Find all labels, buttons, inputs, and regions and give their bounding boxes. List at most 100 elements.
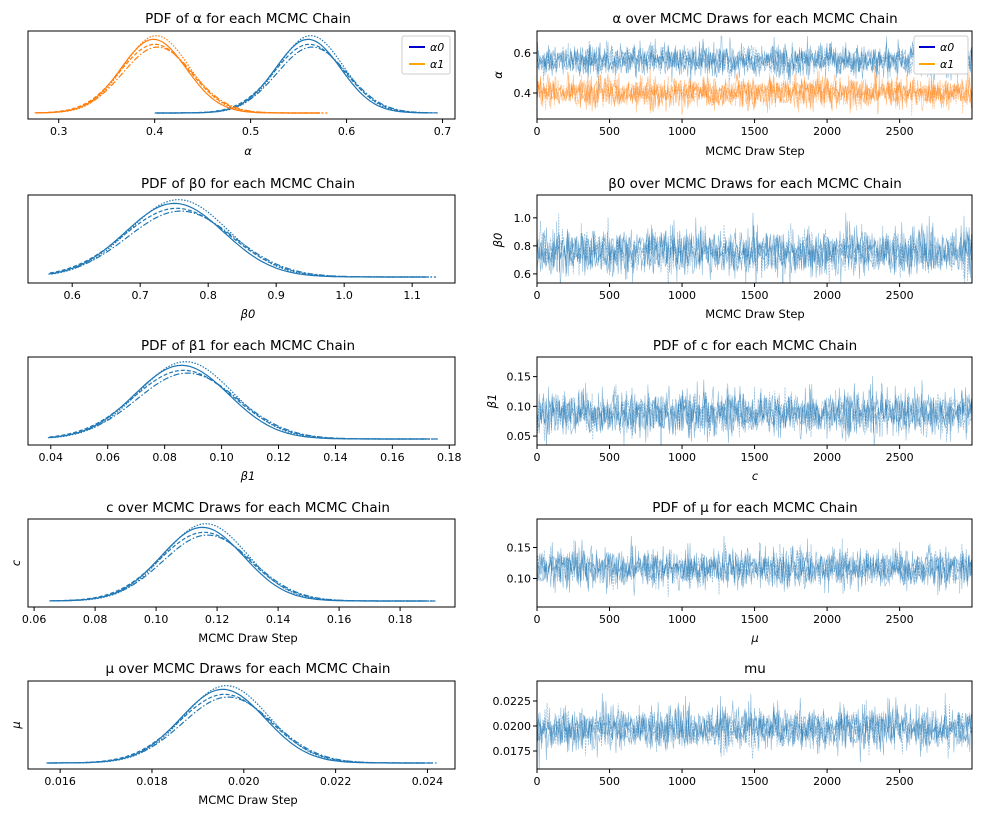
x-tick-label: 1500 [741,613,769,626]
y-tick-label: 0.15 [507,371,532,384]
density-curve-μ-chain-2 [49,685,433,764]
x-tick-label: 0.016 [44,775,76,788]
density-curve-μ-chain-0 [46,688,425,764]
x-tick-label: 0.06 [22,613,47,626]
panel-title: mu [744,661,766,677]
x-tick-label: 2500 [886,289,914,302]
x-tick-label: 0 [534,613,541,626]
panel-title: PDF of β1 for each MCMC Chain [141,338,355,354]
axes-frame [27,30,456,120]
x-tick-label: 0.3 [50,125,68,138]
x-tick-label: 0.12 [205,613,230,626]
density-curve-c-chain-2 [52,523,433,602]
x-tick-label: 0.6 [63,289,81,302]
density-curve-β0-chain-1 [49,207,429,278]
legend: α0 α1 [913,35,969,75]
y-tick-label: 0.15 [507,542,532,555]
x-tick-label: 0.018 [136,775,168,788]
panel-mu-trace-1: PDF of μ for each MCMC Chain 0.10 0.15 0 50… [507,500,973,645]
density-curve-β1-chain-2 [50,361,434,440]
x-tick-label: 1000 [668,125,696,138]
x-tick-label: 0.16 [327,613,352,626]
density-curve-μ-chain-1 [47,693,429,764]
x-tick-label: 1000 [668,613,696,626]
trace-line-β1-chain-3 [537,385,972,445]
x-tick-label: 2500 [886,125,914,138]
x-tick-label: 1000 [668,775,696,788]
y-tick-label: 0.6 [514,268,532,281]
x-tick-label: 2000 [813,775,841,788]
trace-line-μ-chain-3 [537,695,972,761]
density-curve-α1-chain-3 [38,46,328,114]
y-tick-label: 0.10 [507,572,532,585]
trace-line-μ-chain-0 [537,693,972,769]
density-curve-c-chain-1 [50,531,429,602]
x-axis-label: MCMC Draw Step [198,631,297,645]
x-axis-label: c [752,469,759,483]
x-axis-label: β1 [240,469,256,483]
x-tick-label: 1500 [741,289,769,302]
trace-line-μ-chain-2 [537,693,972,755]
x-tick-label: 0.024 [412,775,444,788]
panel-beta0-pdf: PDF of β0 for each MCMC Chain 0.6 0.7 0.8 0… [27,176,456,321]
density-curve-β1-chain-0 [47,364,427,440]
x-tick-label: 0.022 [320,775,352,788]
legend-label-alpha1: α1 [940,58,954,71]
x-tick-label: 1.1 [403,289,421,302]
legend-label-alpha0: α0 [940,41,954,54]
density-curve-α0-chain-0 [154,38,430,114]
x-tick-label: 0 [534,125,541,138]
x-tick-label: 0 [534,775,541,788]
trace-line-α0-chain-3 [537,37,972,86]
panel-beta0-trace: β0 over MCMC Draws for each MCMC Chain 0… [491,176,973,321]
x-tick-label: 0.14 [323,451,348,464]
x-tick-label: 0.08 [152,451,177,464]
x-tick-label: 500 [599,613,620,626]
x-tick-label: 0.6 [338,125,356,138]
trace-line-β1-chain-1 [537,384,972,443]
x-tick-label: 0.020 [228,775,260,788]
x-tick-label: 0.18 [388,613,413,626]
x-axis-label: β0 [240,307,256,321]
legend: α0 α1 [401,35,451,75]
x-tick-label: 0.16 [380,451,405,464]
density-curve-β0-chain-2 [51,199,433,278]
x-tick-label: 1.0 [335,289,353,302]
panel-title: μ over MCMC Draws for each MCMC Chain [105,661,390,677]
y-axis-label: c [9,559,23,566]
trace-line-β0-chain-3 [537,215,972,283]
density-curve-α0-chain-2 [156,35,435,114]
panel-title: PDF of α for each MCMC Chain [145,11,351,27]
trace-line-c-chain-3 [537,545,972,596]
panel-title: β0 over MCMC Draws for each MCMC Chain [608,176,902,192]
x-tick-label: 1500 [741,125,769,138]
panel-title: PDF of c for each MCMC Chain [653,338,857,354]
x-tick-label: 1000 [668,289,696,302]
panel-mu-pdf: μ over MCMC Draws for each MCMC Chain 0.… [9,661,456,807]
axes-frame [27,194,456,284]
density-curve-α1-chain-0 [34,38,319,114]
density-curve-α1-chain-2 [37,35,325,114]
x-tick-label: 0.7 [434,125,452,138]
panel-title: PDF of μ for each MCMC Chain [652,500,857,516]
legend-label-alpha1: α1 [430,58,444,71]
x-tick-label: 0.7 [131,289,149,302]
y-tick-label: 0.8 [514,240,532,253]
x-tick-label: 0.12 [266,451,291,464]
y-axis-label: β0 [491,233,505,249]
x-tick-label: 2000 [813,289,841,302]
panel-beta1-pdf: PDF of β1 for each MCMC Chain 0.04 0.06 0.… [27,338,462,483]
x-tick-label: 0.04 [39,451,64,464]
panel-c-trace: PDF of c for each MCMC Chain 0.05 0.10 0.1… [485,338,973,483]
panel-alpha-trace: α over MCMC Draws for each MCMC Chain 0.… [491,11,973,158]
x-tick-label: 0 [534,289,541,302]
trace-line-c-chain-1 [537,538,972,598]
x-tick-label: 0.06 [95,451,120,464]
x-tick-label: 0.4 [146,125,164,138]
legend-label-alpha0: α0 [430,41,444,54]
y-tick-label: 1.0 [514,212,532,225]
y-axis-label: α [491,71,505,79]
x-axis-label: MCMC Draw Step [705,144,804,158]
x-tick-label: 1500 [741,451,769,464]
y-tick-label: 0.0200 [493,720,532,733]
